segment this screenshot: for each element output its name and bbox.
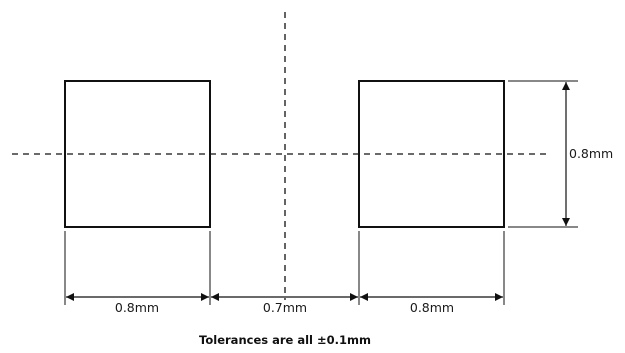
- left-pad-width-label: 0.8mm: [115, 300, 159, 315]
- pad-height-label: 0.8mm: [569, 146, 613, 161]
- left-pad: [64, 80, 211, 228]
- pad-gap-label: 0.7mm: [263, 300, 307, 315]
- right-pad: [358, 80, 505, 228]
- right-pad-width-label: 0.8mm: [410, 300, 454, 315]
- tolerance-note: Tolerances are all ±0.1mm: [199, 333, 371, 347]
